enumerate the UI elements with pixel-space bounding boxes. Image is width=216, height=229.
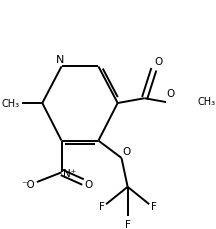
Text: CH₃: CH₃ (198, 97, 216, 107)
Text: ⁻O: ⁻O (22, 179, 35, 189)
Text: O: O (122, 146, 130, 156)
Text: F: F (125, 219, 131, 229)
Text: F: F (151, 201, 157, 211)
Text: CH₃: CH₃ (1, 99, 19, 109)
Text: O: O (167, 89, 175, 99)
Text: O: O (155, 57, 163, 67)
Text: O: O (85, 179, 93, 189)
Text: N⁺: N⁺ (63, 169, 76, 179)
Text: N: N (56, 54, 64, 64)
Text: F: F (99, 201, 105, 211)
